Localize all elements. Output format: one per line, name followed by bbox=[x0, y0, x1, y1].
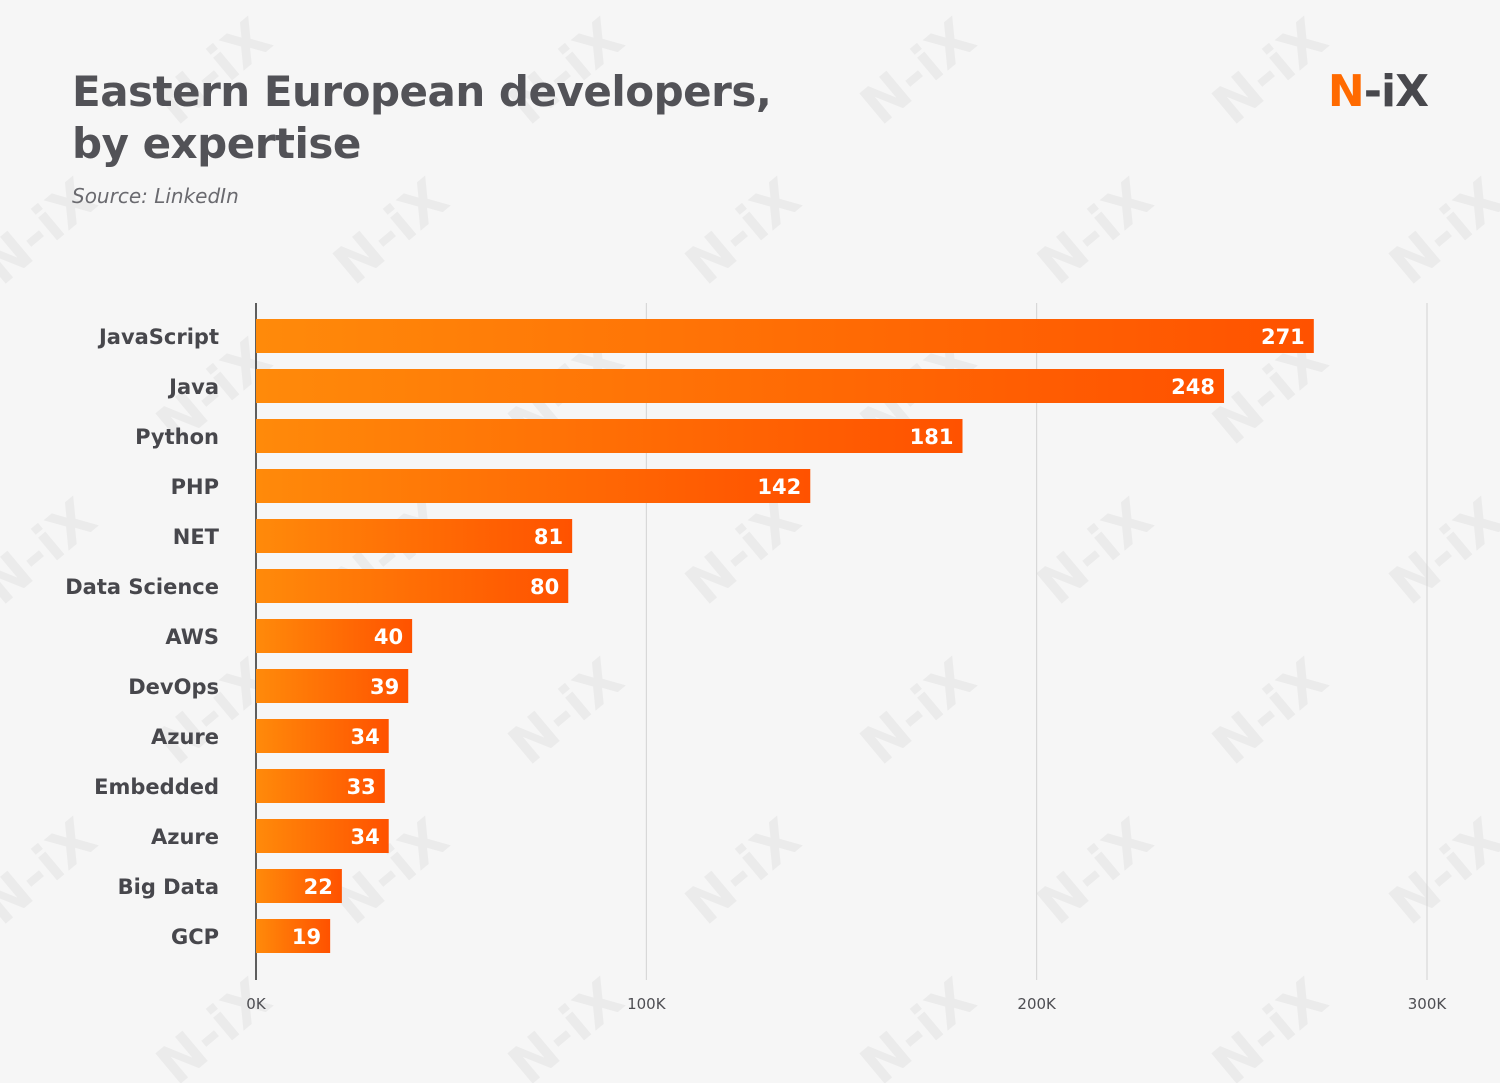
category-label: Azure bbox=[151, 825, 219, 849]
bar-value-label: 19 bbox=[292, 925, 321, 949]
brand-logo-accent: N bbox=[1327, 66, 1365, 117]
bars: 271 248 181 142 81 80 40 39 34 33 34 22 19 bbox=[256, 319, 1314, 953]
x-tick-label: 300K bbox=[1408, 995, 1448, 1013]
x-axis-ticks: 0K 100K 200K 300K bbox=[246, 995, 1447, 1013]
x-tick-label: 100K bbox=[627, 995, 667, 1013]
bar-value-label: 181 bbox=[910, 425, 954, 449]
category-label: Python bbox=[135, 425, 219, 449]
bar bbox=[256, 869, 342, 903]
category-label: NET bbox=[173, 525, 220, 549]
bar-value-label: 39 bbox=[370, 675, 399, 699]
brand-logo: N-iX bbox=[1327, 64, 1429, 120]
category-label: PHP bbox=[171, 475, 219, 499]
bar bbox=[256, 319, 1314, 353]
chart-title-line-2: by expertise bbox=[72, 119, 361, 168]
category-label: DevOps bbox=[128, 675, 219, 699]
bar-value-label: 33 bbox=[347, 775, 376, 799]
bar bbox=[256, 619, 413, 653]
bar bbox=[256, 919, 331, 953]
bar bbox=[256, 419, 963, 453]
category-label: Azure bbox=[151, 725, 219, 749]
category-label: Java bbox=[167, 375, 219, 399]
category-label: GCP bbox=[171, 925, 219, 949]
bar bbox=[256, 469, 811, 503]
category-label: Big Data bbox=[118, 875, 219, 899]
x-tick-label: 0K bbox=[246, 995, 267, 1013]
bar-value-label: 22 bbox=[304, 875, 333, 899]
category-label: Embedded bbox=[94, 775, 219, 799]
category-label: Data Science bbox=[65, 575, 219, 599]
bar-value-label: 80 bbox=[530, 575, 559, 599]
grid-lines bbox=[255, 303, 1428, 980]
category-labels: JavaScript Java Python PHP NET Data Science AW… bbox=[65, 325, 219, 949]
category-label: AWS bbox=[165, 625, 219, 649]
bar bbox=[256, 769, 385, 803]
bar bbox=[256, 569, 569, 603]
bar-value-label: 142 bbox=[757, 475, 801, 499]
bar bbox=[256, 719, 389, 753]
bar-value-label: 40 bbox=[374, 625, 403, 649]
bar-value-label: 271 bbox=[1261, 325, 1305, 349]
bar bbox=[256, 369, 1225, 403]
bar-value-label: 248 bbox=[1171, 375, 1215, 399]
brand-logo-text: -iX bbox=[1363, 66, 1429, 117]
bar bbox=[256, 819, 389, 853]
bar-value-label: 81 bbox=[534, 525, 563, 549]
x-tick-label: 200K bbox=[1017, 995, 1057, 1013]
bar bbox=[256, 669, 409, 703]
bar-value-label: 34 bbox=[350, 725, 379, 749]
chart-title-line-1: Eastern European developers, bbox=[72, 67, 772, 116]
chart-source: Source: LinkedIn bbox=[72, 184, 239, 208]
bar bbox=[256, 519, 573, 553]
bar-value-label: 34 bbox=[350, 825, 379, 849]
category-label: JavaScript bbox=[97, 325, 219, 349]
chart-title: Eastern European developers, by expertis… bbox=[72, 66, 772, 170]
